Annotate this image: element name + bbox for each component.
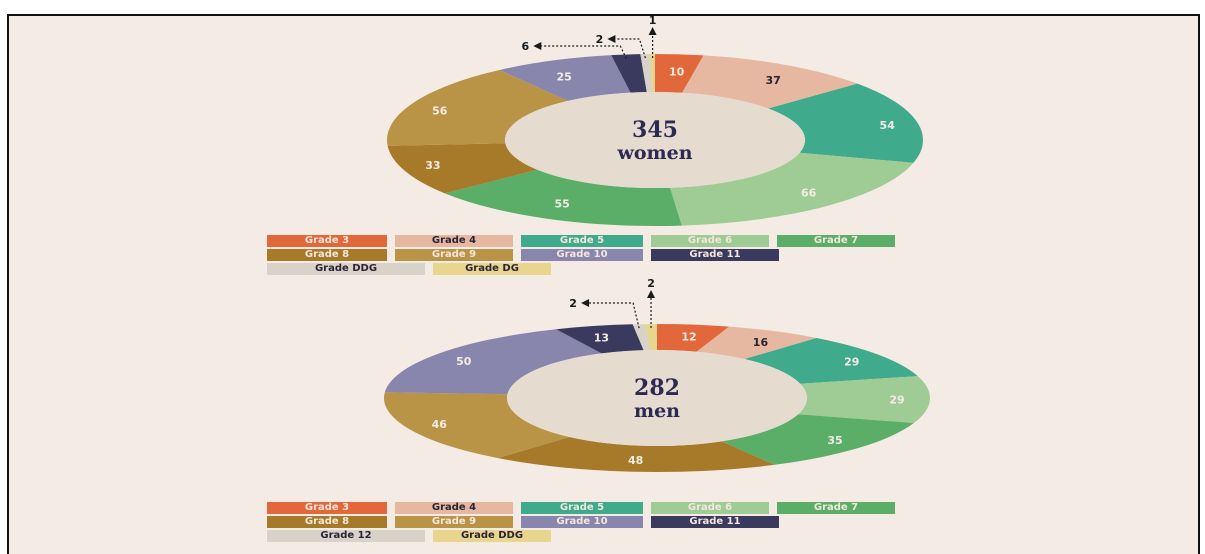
leader-grade-12	[581, 299, 640, 329]
legend-item-grade-ddg: Grade DDG	[433, 530, 551, 542]
legend-item-grade-4: Grade 4	[395, 235, 513, 247]
slice-grade-4	[682, 55, 858, 109]
leader-grade-dg	[648, 27, 657, 59]
slice-grade-8	[387, 143, 538, 194]
data-label-grade-8: 48	[628, 454, 643, 467]
slice-grade-5	[768, 83, 923, 163]
legend-item-grade-8: Grade 8	[267, 516, 387, 528]
legend-row: Grade 8 Grade 9 Grade 10 Grade 11	[267, 249, 895, 261]
legend-item-grade-10: Grade 10	[521, 249, 643, 261]
donut-hole	[505, 92, 805, 188]
slice-grade-9	[386, 69, 568, 146]
data-label-grade-10: 25	[556, 70, 571, 83]
legend-item-grade-6: Grade 6	[651, 235, 769, 247]
slice-grade-7	[444, 169, 682, 226]
center-total-value: 282	[634, 375, 680, 401]
data-label-grade-9: 46	[432, 418, 448, 431]
data-label-grade-8: 33	[425, 159, 440, 172]
legend-item-grade-4: Grade 4	[395, 502, 513, 514]
data-label-grade-5: 54	[880, 119, 896, 132]
legend-item-grade-ddg: Grade DDG	[267, 263, 425, 275]
slice-grade-7	[721, 414, 914, 465]
data-label-grade-5: 29	[844, 356, 859, 369]
legend-item-grade-5: Grade 5	[521, 502, 643, 514]
data-label-grade-11: 6	[521, 40, 529, 53]
slice-grade-11	[556, 324, 644, 354]
slice-grade-12	[632, 324, 651, 351]
data-label-grade-3: 10	[669, 65, 685, 78]
legend-row: Grade 3 Grade 4 Grade 5 Grade 6 Grade 7	[267, 502, 895, 514]
slice-grade-6	[798, 376, 931, 424]
legend-row: Grade 3 Grade 4 Grade 5 Grade 6 Grade 7	[267, 235, 895, 247]
slice-grade-3	[655, 54, 704, 93]
legend-item-grade-11: Grade 11	[651, 249, 779, 261]
data-label-grade-10: 50	[456, 355, 472, 368]
legend-item-grade-12: Grade 12	[267, 530, 425, 542]
legend-item-grade-5: Grade 5	[521, 235, 643, 247]
data-label-grade-9: 56	[432, 105, 448, 118]
data-label-grade-12: 2	[569, 297, 577, 310]
legend-row: Grade 12 Grade DDG	[267, 530, 895, 542]
slice-grade-ddg	[644, 324, 657, 351]
data-label-grade-11: 13	[594, 331, 609, 344]
legend-item-grade-3: Grade 3	[267, 235, 387, 247]
legend-item-grade-6: Grade 6	[651, 502, 769, 514]
legend-item-grade-9: Grade 9	[395, 516, 513, 528]
legend-item-grade-8: Grade 8	[267, 249, 387, 261]
legend-item-grade-7: Grade 7	[777, 502, 895, 514]
leader-grade-11	[533, 42, 627, 59]
center-total-value: 345	[632, 117, 678, 143]
slice-grade-11	[611, 54, 647, 93]
center-total-unit: men	[634, 400, 680, 422]
women-legend: Grade 3 Grade 4 Grade 5 Grade 6 Grade 7 Grade…	[267, 235, 895, 277]
slice-grade-6	[669, 152, 914, 226]
slice-grade-3	[657, 324, 730, 352]
legend-item-grade-3: Grade 3	[267, 502, 387, 514]
legend-item-grade-dg: Grade DG	[433, 263, 551, 275]
slice-grade-ddg	[640, 54, 653, 93]
slice-grade-10	[384, 329, 602, 395]
leader-grade-ddg	[607, 35, 646, 59]
data-label-grade-6: 66	[801, 187, 817, 200]
data-label-grade-ddg: 2	[647, 277, 655, 290]
legend-item-grade-10: Grade 10	[521, 516, 643, 528]
slice-grade-4	[696, 326, 817, 360]
donut-hole	[507, 350, 807, 446]
slice-grade-9	[384, 392, 570, 459]
center-total-unit: women	[616, 142, 692, 164]
data-label-grade-dg: 1	[649, 14, 657, 27]
data-label-grade-6: 29	[889, 393, 904, 406]
data-label-grade-3: 12	[681, 330, 696, 343]
data-label-grade-7: 35	[827, 434, 842, 447]
slice-grade-5	[744, 337, 918, 384]
slice-grade-8	[497, 436, 775, 472]
slice-grade-10	[499, 55, 631, 101]
data-label-grade-ddg: 2	[596, 33, 604, 46]
slice-grade-dg	[650, 54, 655, 93]
legend-item-grade-11: Grade 11	[651, 516, 779, 528]
men-legend: Grade 3 Grade 4 Grade 5 Grade 6 Grade 7 Grade…	[267, 502, 895, 544]
data-label-grade-4: 16	[753, 336, 769, 349]
data-label-grade-4: 37	[765, 74, 780, 87]
leader-grade-ddg	[647, 290, 656, 329]
legend-item-grade-9: Grade 9	[395, 249, 513, 261]
legend-item-grade-7: Grade 7	[777, 235, 895, 247]
data-label-grade-7: 55	[554, 197, 569, 210]
legend-row: Grade DDG Grade DG	[267, 263, 895, 275]
legend-row: Grade 8 Grade 9 Grade 10 Grade 11	[267, 516, 895, 528]
